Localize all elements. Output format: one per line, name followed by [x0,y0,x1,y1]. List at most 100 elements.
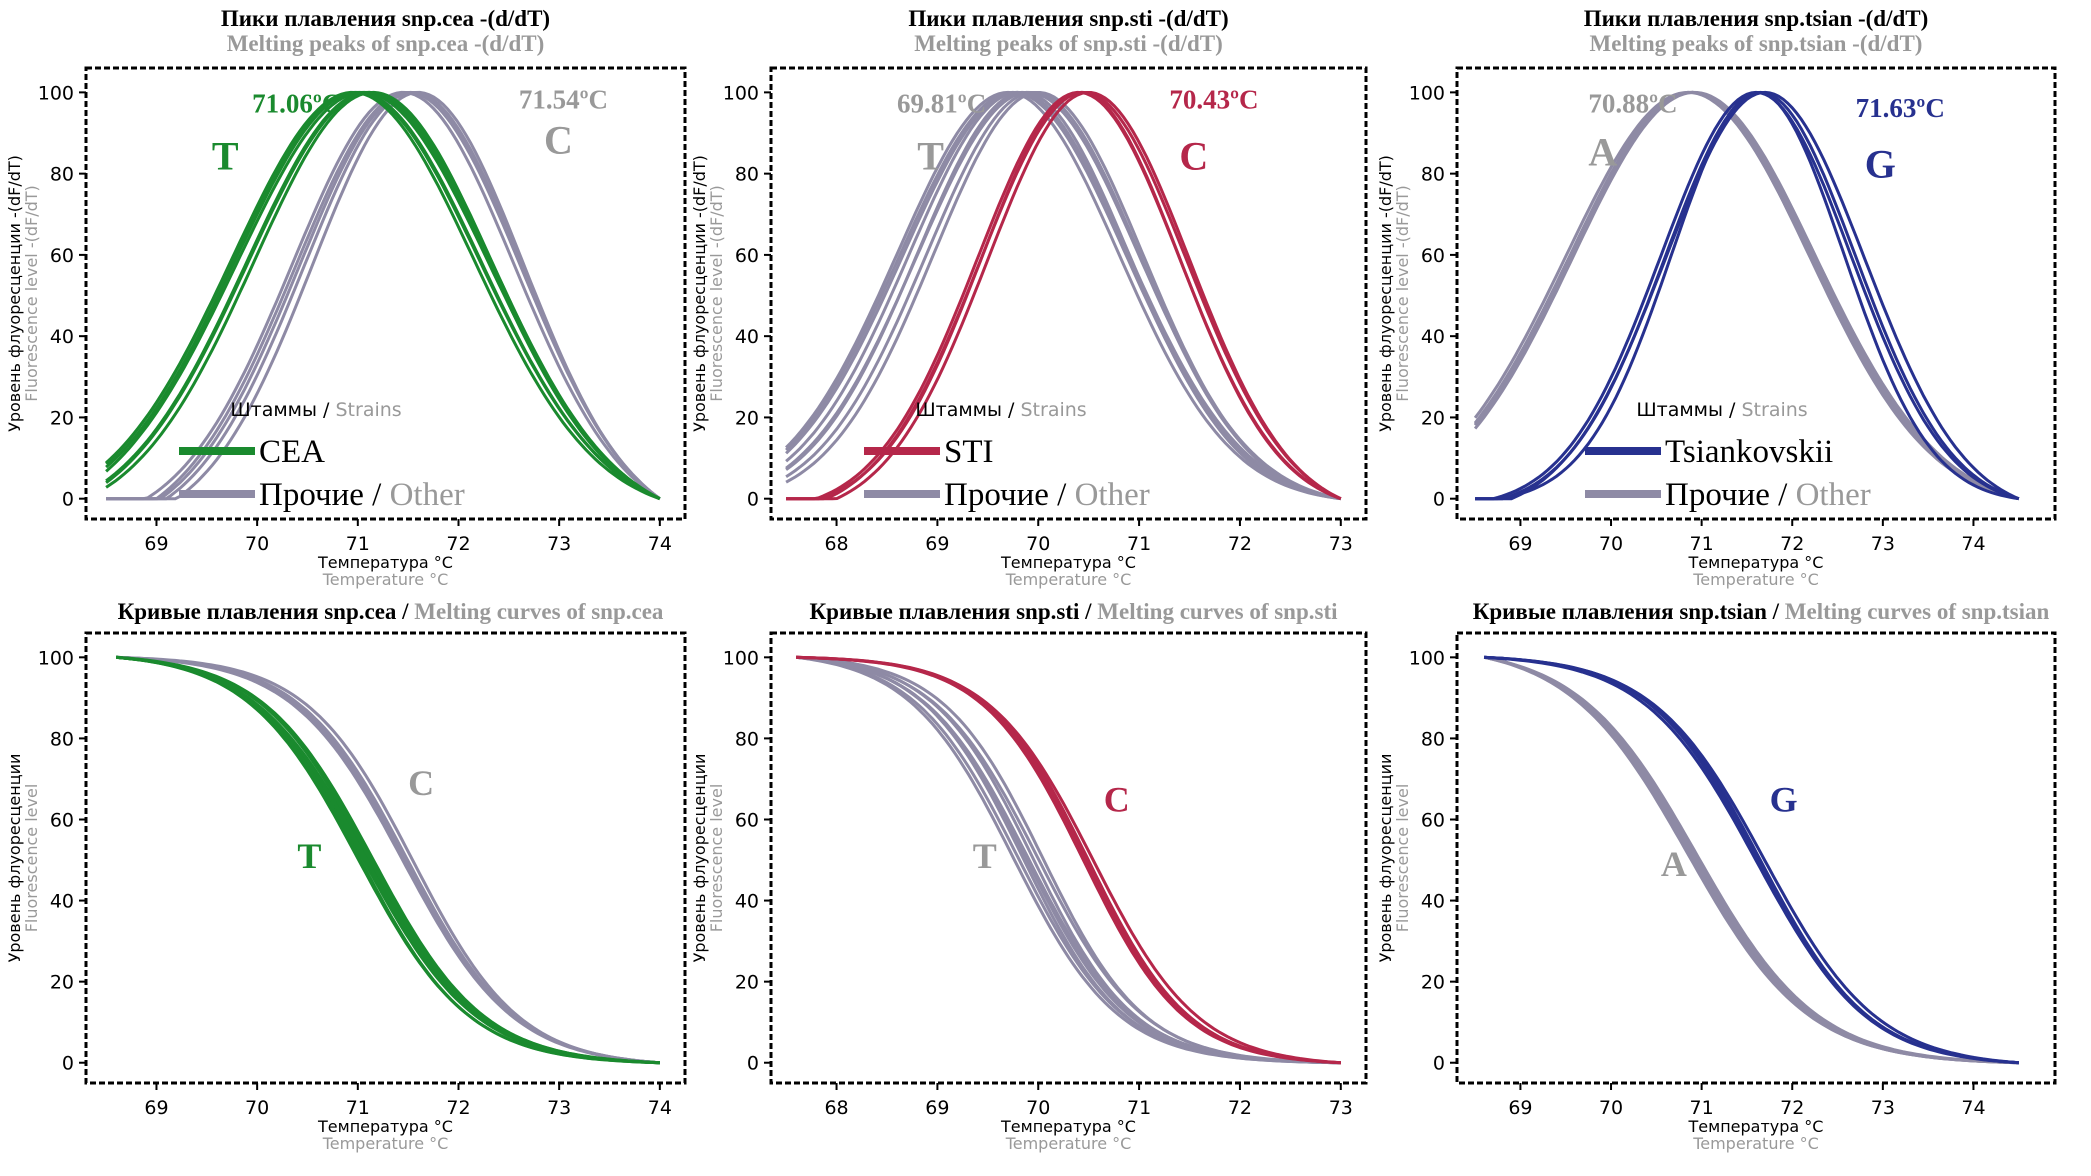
chart-title-en: Melting peaks of snp.sti -(d/dT) [914,31,1223,56]
series-line-other [116,655,660,1065]
y-tick-label: 0 [1433,489,1445,511]
x-tick-label: 69 [1508,533,1532,555]
series-line-other [1483,655,2019,1065]
y-tick-label: 100 [723,82,759,104]
series-line-tsiankovskii [1484,655,2019,1065]
x-tick-label: 73 [1871,1097,1895,1119]
y-tick-label: 0 [62,489,74,511]
x-tick-label: 71 [1690,1097,1714,1119]
x-tick-label: 72 [1228,1097,1252,1119]
plot-frame [84,631,687,1085]
y-tick-label: 100 [38,82,74,104]
y-tick-label: 20 [1421,972,1445,994]
x-tick-label: 70 [245,533,269,555]
plot-frame [84,66,687,521]
allele-label: C [1104,779,1130,819]
series-line-other [1483,655,2019,1065]
y-axis-label-ru: Уровень флуоресценции [1376,754,1395,963]
series-line-sti [786,90,1342,501]
y-axis-label-en: Fluorescence level -(dF/dT) [1393,185,1412,402]
chart-curves-cea: Кривые плавления snp.cea / Melting curve… [5,599,687,1153]
chart-peaks-sti: Пики плавления snp.sti -(d/dT)Melting pe… [690,6,1368,589]
chart-title-en: Melting peaks of snp.tsian -(d/dT) [1590,31,1923,56]
series-line-other [116,655,660,1065]
y-tick-label: 60 [735,245,759,267]
x-tick-label: 73 [547,1097,571,1119]
series-line-cea [116,655,660,1065]
series-line-other [785,91,1342,501]
allele-label: A [1588,130,1617,175]
legend: Штаммы / Strains Tsiankovskii Прочие / Oth… [1585,399,1871,513]
tm-label: 71.06ºC [252,89,341,119]
chart-title-en: Melting peaks of snp.cea -(d/dT) [227,31,545,56]
chart-title-ru: Кривые плавления snp.cea / [118,599,415,624]
y-axis-label-ru: Уровень флуоресценции -(dF/dT) [5,155,24,432]
x-tick-label: 69 [1508,1097,1532,1119]
series-line-other [796,655,1341,1065]
y-tick-label: 60 [1421,245,1445,267]
allele-label: T [973,836,997,876]
x-tick-label: 73 [1329,1097,1353,1119]
y-axis-label-en: Fluorescence level [707,784,726,933]
series-line-other [796,655,1341,1065]
series-line-cea [116,655,660,1065]
allele-label: C [1179,134,1208,179]
chart-curves-tsian: Кривые плавления snp.tsian / Melting cur… [1376,599,2057,1153]
y-tick-label: 0 [747,489,759,511]
tm-label: 69.81ºC [897,89,986,119]
series-line-cea [116,655,660,1065]
series-line-cea [105,90,661,501]
series-line-sti [796,655,1341,1065]
legend-label-other: Прочие / Other [259,477,465,513]
series-line-sti [786,90,1342,501]
y-tick-label: 60 [1421,809,1445,831]
legend: Штаммы / Strains STI Прочие / Other [864,399,1150,513]
x-tick-label: 69 [144,533,168,555]
tm-label: 71.54ºC [519,85,608,115]
plot-frame [769,66,1368,521]
x-tick-label: 72 [446,533,470,555]
tm-label: 71.63ºC [1856,93,1945,123]
series-line-other [1483,655,2019,1065]
y-axis-label-en: Fluorescence level [1393,784,1412,933]
plot-frame [1455,631,2057,1085]
legend-title: Штаммы / Strains [230,399,401,421]
series-line-cea [116,655,660,1065]
x-tick-label: 70 [1599,533,1623,555]
y-tick-label: 80 [735,164,759,186]
series-line-other [1483,655,2019,1065]
series-line-other [116,655,660,1065]
x-axis-label-ru: Температура °C [317,1117,453,1136]
series-line-other [785,90,1342,501]
x-tick-label: 71 [1127,1097,1151,1119]
legend-title: Штаммы / Strains [915,399,1086,421]
y-axis-label-en: Fluorescence level [22,784,41,933]
y-tick-label: 80 [50,164,74,186]
y-tick-label: 60 [735,809,759,831]
y-axis-label-ru: Уровень флуоресценции -(dF/dT) [690,155,709,432]
series-line-other [785,90,1342,501]
allele-label: G [1770,779,1798,819]
x-axis-label-en: Temperature °C [322,570,449,589]
x-tick-label: 71 [346,1097,370,1119]
x-tick-label: 68 [824,533,848,555]
series-line-tsiankovskii [1484,655,2019,1065]
series-line-other [785,90,1342,501]
y-tick-label: 80 [1421,164,1445,186]
x-tick-label: 73 [1329,533,1353,555]
y-tick-label: 60 [50,809,74,831]
x-axis-label-en: Temperature °C [1005,570,1132,589]
chart-curves-sti: Кривые плавления snp.sti / Melting curve… [690,599,1368,1153]
x-tick-label: 71 [1127,533,1151,555]
y-tick-label: 20 [735,407,759,429]
y-axis-label-ru: Уровень флуоресценции [5,754,24,963]
y-tick-label: 0 [1433,1053,1445,1075]
series-line-other [106,90,661,501]
series-line-sti [796,655,1341,1065]
y-tick-label: 100 [1409,647,1445,669]
x-axis-label-ru: Температура °C [1000,1117,1136,1136]
legend-label-other: Прочие / Other [1665,477,1871,513]
legend: Штаммы / Strains CEA Прочие / Other [179,399,465,513]
series-line-sti [786,91,1342,501]
allele-label: T [297,836,321,876]
